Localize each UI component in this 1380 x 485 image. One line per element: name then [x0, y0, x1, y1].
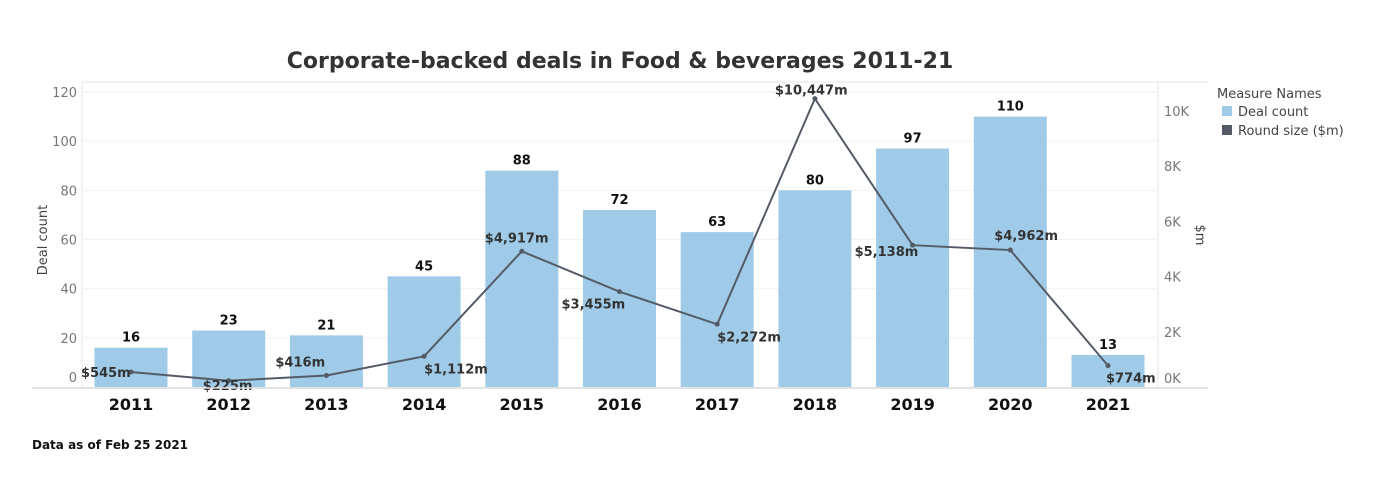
bar-2013: [289, 335, 363, 387]
bar-2011: [94, 347, 168, 387]
bar-2012: [192, 330, 266, 387]
line-value-label: $225m: [203, 379, 253, 394]
line-value-label: $545m: [81, 366, 131, 381]
axes: 0 20 40 60 80 100 120 0K 2K 4K 6K 8K 10K 2011 2012 2013…: [32, 86, 1208, 414]
bar-value-label: 16: [122, 331, 140, 346]
legend-swatch-round-size: [1222, 125, 1232, 135]
line-value-label: $10,447m: [775, 84, 848, 99]
legend-item-deal-count: Deal count: [1238, 105, 1308, 120]
y2-tick-label: 10K: [1164, 105, 1190, 120]
x-tick-label: 2013: [304, 395, 349, 414]
line-point: [226, 378, 232, 384]
x-tick-label: 2018: [793, 395, 838, 414]
line-value-label: $4,962m: [994, 229, 1058, 244]
line-value-label: $2,272m: [717, 330, 781, 345]
bar-2016: [583, 210, 656, 387]
y-tick-label: 60: [60, 234, 77, 249]
x-tick-label: 2020: [988, 395, 1033, 414]
line-point: [910, 242, 916, 248]
x-tick-label: 2014: [402, 395, 447, 414]
line-value-label: $3,455m: [562, 298, 626, 313]
y-tick-label: 100: [52, 135, 77, 150]
line-value-label: $1,112m: [424, 362, 488, 377]
x-tick-label: 2019: [890, 395, 935, 414]
line-point: [617, 289, 622, 295]
round-size-line: $545m $225m $416m $1,112m $4,917m $3,455m $2,2…: [81, 84, 1156, 394]
bar-value-label: 23: [220, 313, 238, 328]
y2-tick-label: 8K: [1164, 160, 1181, 175]
line-point: [714, 321, 720, 327]
legend-item-round-size: Round size ($m): [1238, 124, 1344, 139]
bar-value-label: 110: [997, 100, 1024, 115]
line-point: [1105, 363, 1111, 369]
line-point: [812, 96, 818, 102]
line-point: [519, 248, 525, 254]
line-point: [421, 353, 427, 359]
line-point: [323, 373, 329, 379]
bar-2017: [680, 232, 754, 387]
bar-2018: [778, 190, 852, 387]
bar-value-label: 72: [610, 193, 628, 208]
line-value-label: $416m: [275, 356, 325, 371]
y2-tick-label: 6K: [1164, 215, 1181, 230]
bar-value-label: 21: [317, 318, 335, 333]
bar-2014: [387, 276, 461, 387]
y-tick-label: 20: [60, 332, 77, 347]
x-tick-label: 2017: [695, 395, 740, 414]
y-tick-label: 40: [60, 283, 77, 298]
bar-2019: [876, 148, 950, 387]
bar-value-label: 88: [513, 154, 531, 169]
bar-value-label: 97: [904, 132, 922, 147]
y-axis-label: Deal count: [36, 205, 51, 275]
footnote: Data as of Feb 25 2021: [32, 438, 188, 452]
bar-value-label: 13: [1099, 338, 1117, 353]
y2-axis-label: $m: [1192, 225, 1207, 246]
line-value-label: $774m: [1106, 372, 1156, 387]
legend-title: Measure Names: [1217, 87, 1322, 102]
chart-title: Corporate-backed deals in Food & beverag…: [287, 49, 954, 74]
bar-value-label: 63: [708, 215, 726, 230]
y2-tick-label: 4K: [1164, 271, 1181, 286]
line-value-label: $5,138m: [855, 245, 919, 260]
x-tick-label: 2011: [109, 395, 154, 414]
bar-2021: [1071, 355, 1145, 387]
x-tick-label: 2021: [1086, 395, 1131, 414]
y-tick-label: 80: [60, 184, 77, 199]
x-tick-label: 2015: [500, 395, 545, 414]
y2-tick-label: 2K: [1164, 326, 1181, 341]
y-tick-label: 0: [69, 371, 77, 386]
line-point: [128, 369, 134, 375]
y-tick-label: 120: [52, 86, 77, 101]
legend-swatch-deal-count: [1222, 106, 1232, 116]
legend: Measure Names Deal count Round size ($m): [1217, 87, 1344, 139]
y2-tick-label: 0K: [1164, 372, 1181, 387]
bars: 16 23 21 45 88 72 63 80 97 110 13: [94, 100, 1145, 387]
bar-value-label: 45: [415, 259, 433, 274]
line-point: [1007, 247, 1013, 253]
bar-value-label: 80: [806, 173, 824, 188]
line-value-label: $4,917m: [485, 231, 549, 246]
x-tick-label: 2016: [597, 395, 642, 414]
x-tick-label: 2012: [206, 395, 251, 414]
